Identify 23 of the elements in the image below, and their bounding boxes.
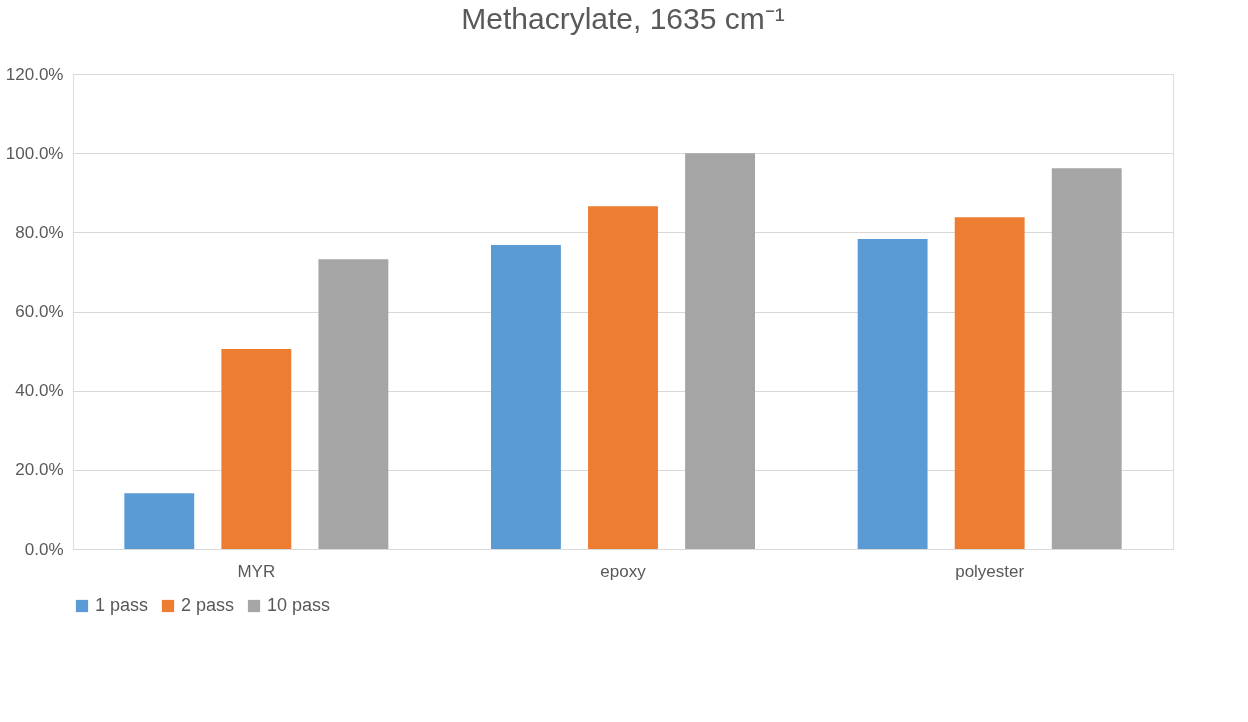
y-tick-label: 40.0%	[15, 381, 64, 401]
bar	[221, 349, 292, 549]
chart-title: Methacrylate, 1635 cm⁻¹	[461, 2, 785, 35]
y-tick-label: 100.0%	[5, 143, 64, 163]
legend-label: 10 pass	[267, 595, 331, 615]
x-tick-label: polyester	[955, 561, 1025, 581]
bar	[124, 493, 195, 549]
y-tick-label: 120.0%	[5, 64, 64, 84]
bar	[857, 239, 928, 549]
x-tick-label: epoxy	[600, 561, 647, 581]
x-tick-label: MYR	[237, 561, 276, 581]
y-tick-label: 80.0%	[15, 222, 64, 242]
bar	[954, 217, 1025, 549]
bar	[588, 206, 658, 549]
bar	[1051, 168, 1122, 549]
y-tick-label: 20.0%	[15, 460, 64, 480]
bar	[685, 153, 755, 549]
legend-label: 2 pass	[181, 595, 235, 615]
bar	[318, 259, 389, 549]
y-tick-label: 60.0%	[15, 302, 64, 321]
bar	[491, 245, 561, 549]
legend-label: 1 pass	[95, 595, 149, 615]
y-tick-label: 0.0%	[24, 539, 64, 559]
